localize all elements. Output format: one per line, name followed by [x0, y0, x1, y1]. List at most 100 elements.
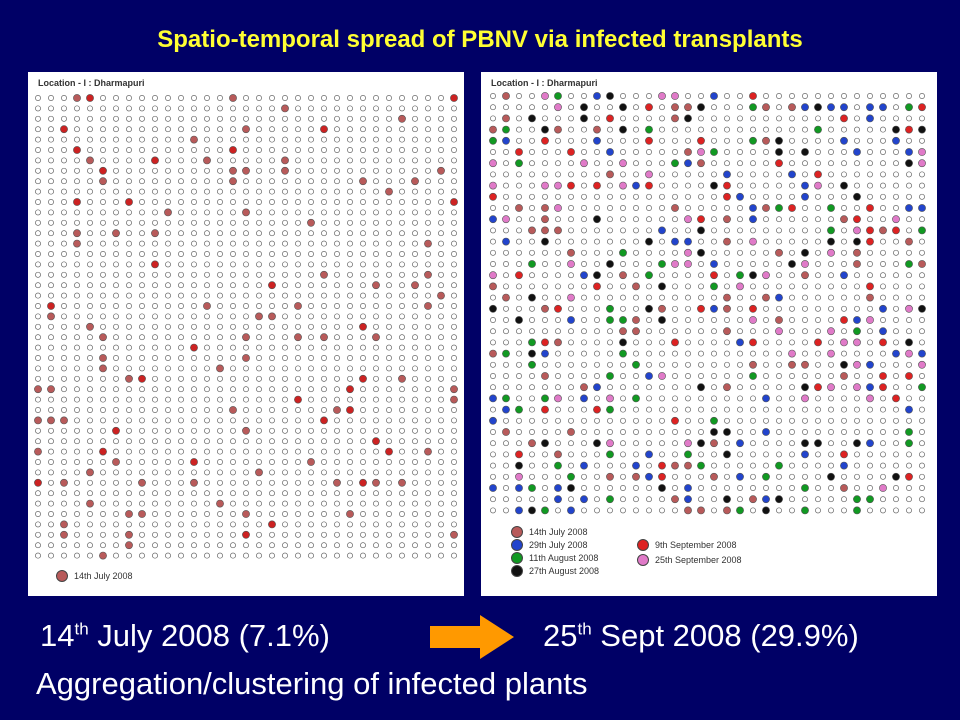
- healthy-plant: [243, 386, 249, 393]
- infected-plant: [86, 499, 94, 508]
- healthy-plant: [438, 251, 444, 257]
- infected-plant: [541, 405, 549, 414]
- healthy-plant: [490, 115, 496, 122]
- healthy-plant: [659, 160, 665, 167]
- healthy-plant: [334, 542, 340, 549]
- healthy-plant: [607, 272, 613, 279]
- healthy-plant: [165, 531, 171, 538]
- healthy-plant: [347, 344, 353, 351]
- infected-plant: [801, 192, 809, 201]
- healthy-plant: [256, 500, 262, 507]
- healthy-plant: [399, 199, 405, 205]
- infected-plant: [645, 304, 653, 313]
- healthy-plant: [308, 271, 314, 278]
- healthy-plant: [230, 334, 236, 341]
- healthy-plant: [191, 219, 197, 226]
- healthy-plant: [204, 105, 210, 112]
- healthy-plant: [490, 205, 496, 211]
- healthy-plant: [867, 182, 873, 189]
- healthy-plant: [152, 167, 158, 174]
- healthy-plant: [347, 417, 353, 424]
- healthy-plant: [347, 459, 353, 465]
- healthy-plant: [620, 485, 626, 491]
- healthy-plant: [386, 396, 392, 403]
- healthy-plant: [698, 193, 704, 200]
- healthy-plant: [230, 396, 236, 403]
- healthy-plant: [243, 261, 249, 268]
- healthy-plant: [35, 126, 41, 133]
- healthy-plant: [230, 500, 236, 507]
- healthy-plant: [399, 167, 405, 174]
- healthy-plant: [646, 149, 652, 155]
- healthy-plant: [61, 334, 67, 341]
- healthy-plant: [451, 282, 457, 289]
- healthy-plant: [711, 216, 717, 223]
- healthy-plant: [347, 282, 353, 289]
- healthy-plant: [633, 193, 639, 200]
- healthy-plant: [308, 178, 314, 185]
- healthy-plant: [568, 283, 574, 290]
- healthy-plant: [256, 355, 262, 361]
- healthy-plant: [412, 126, 418, 133]
- infected-plant: [827, 327, 835, 336]
- infected-plant: [918, 204, 926, 212]
- healthy-plant: [256, 240, 262, 247]
- healthy-plant: [893, 507, 899, 514]
- infected-plant: [268, 281, 276, 290]
- infected-plant: [554, 394, 562, 403]
- healthy-plant: [165, 157, 171, 164]
- infected-plant: [801, 260, 809, 268]
- healthy-plant: [620, 395, 626, 402]
- healthy-plant: [776, 227, 782, 234]
- healthy-plant: [113, 396, 119, 403]
- healthy-plant: [620, 205, 626, 211]
- healthy-plant: [243, 365, 249, 372]
- healthy-plant: [880, 115, 886, 122]
- healthy-plant: [256, 95, 262, 101]
- healthy-plant: [412, 479, 418, 486]
- infected-plant: [567, 506, 575, 515]
- healthy-plant: [893, 440, 899, 447]
- healthy-plant: [893, 373, 899, 379]
- healthy-plant: [321, 188, 327, 195]
- healthy-plant: [191, 178, 197, 185]
- healthy-plant: [308, 303, 314, 309]
- healthy-plant: [282, 261, 288, 268]
- healthy-plant: [581, 149, 587, 155]
- healthy-plant: [399, 323, 405, 330]
- healthy-plant: [165, 230, 171, 237]
- healthy-plant: [178, 178, 184, 185]
- healthy-plant: [438, 230, 444, 237]
- healthy-plant: [594, 294, 600, 301]
- healthy-plant: [269, 500, 275, 507]
- healthy-plant: [282, 344, 288, 351]
- infected-plant: [684, 103, 692, 112]
- healthy-plant: [334, 511, 340, 517]
- healthy-plant: [672, 440, 678, 447]
- healthy-plant: [789, 115, 795, 122]
- healthy-plant: [633, 339, 639, 346]
- healthy-plant: [711, 137, 717, 144]
- healthy-plant: [282, 188, 288, 195]
- healthy-plant: [217, 427, 223, 434]
- healthy-plant: [672, 328, 678, 335]
- location-label: Location - I : Dharmapuri: [38, 78, 145, 88]
- healthy-plant: [256, 199, 262, 205]
- infected-plant: [242, 530, 250, 539]
- healthy-plant: [503, 160, 509, 167]
- healthy-plant: [243, 479, 249, 486]
- healthy-plant: [373, 115, 379, 122]
- healthy-plant: [61, 167, 67, 174]
- healthy-plant: [113, 417, 119, 424]
- healthy-plant: [61, 386, 67, 393]
- healthy-plant: [672, 429, 678, 435]
- healthy-plant: [490, 249, 496, 256]
- healthy-plant: [399, 126, 405, 133]
- healthy-plant: [191, 303, 197, 309]
- infected-plant: [645, 103, 653, 112]
- healthy-plant: [373, 261, 379, 268]
- healthy-plant: [100, 95, 106, 101]
- healthy-plant: [854, 451, 860, 458]
- healthy-plant: [373, 209, 379, 216]
- healthy-plant: [711, 507, 717, 514]
